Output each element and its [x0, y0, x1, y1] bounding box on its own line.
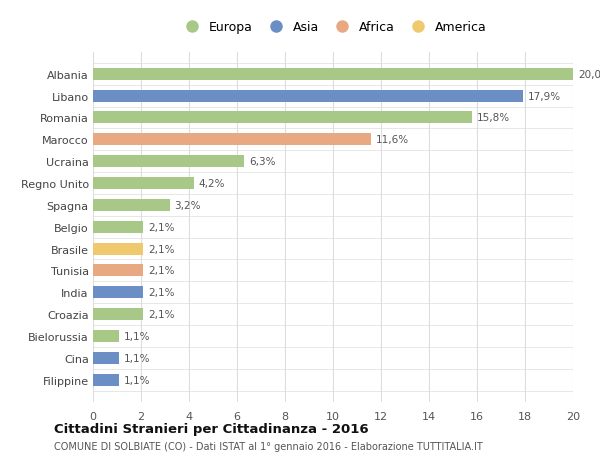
- Text: 1,1%: 1,1%: [124, 331, 151, 341]
- Bar: [93, 134, 371, 146]
- Bar: [93, 199, 170, 212]
- Legend: Europa, Asia, Africa, America: Europa, Asia, Africa, America: [175, 17, 491, 38]
- Text: 6,3%: 6,3%: [249, 157, 275, 167]
- Text: 1,1%: 1,1%: [124, 375, 151, 385]
- Text: 1,1%: 1,1%: [124, 353, 151, 363]
- Text: 3,2%: 3,2%: [175, 201, 201, 210]
- Text: 20,0%: 20,0%: [578, 70, 600, 79]
- Bar: [93, 330, 119, 342]
- Bar: [93, 286, 143, 299]
- Bar: [93, 308, 143, 320]
- Text: 11,6%: 11,6%: [376, 135, 409, 145]
- Text: 4,2%: 4,2%: [199, 179, 225, 189]
- Bar: [93, 243, 143, 255]
- Text: Cittadini Stranieri per Cittadinanza - 2016: Cittadini Stranieri per Cittadinanza - 2…: [54, 422, 368, 436]
- Text: COMUNE DI SOLBIATE (CO) - Dati ISTAT al 1° gennaio 2016 - Elaborazione TUTTITALI: COMUNE DI SOLBIATE (CO) - Dati ISTAT al …: [54, 441, 483, 451]
- Bar: [93, 265, 143, 277]
- Bar: [93, 178, 194, 190]
- Bar: [93, 156, 244, 168]
- Text: 2,1%: 2,1%: [148, 222, 175, 232]
- Bar: [93, 221, 143, 233]
- Bar: [93, 69, 573, 81]
- Bar: [93, 352, 119, 364]
- Bar: [93, 90, 523, 102]
- Text: 17,9%: 17,9%: [527, 91, 560, 101]
- Text: 2,1%: 2,1%: [148, 288, 175, 297]
- Text: 2,1%: 2,1%: [148, 309, 175, 319]
- Bar: [93, 374, 119, 386]
- Bar: [93, 112, 472, 124]
- Text: 2,1%: 2,1%: [148, 266, 175, 276]
- Text: 2,1%: 2,1%: [148, 244, 175, 254]
- Text: 15,8%: 15,8%: [477, 113, 510, 123]
